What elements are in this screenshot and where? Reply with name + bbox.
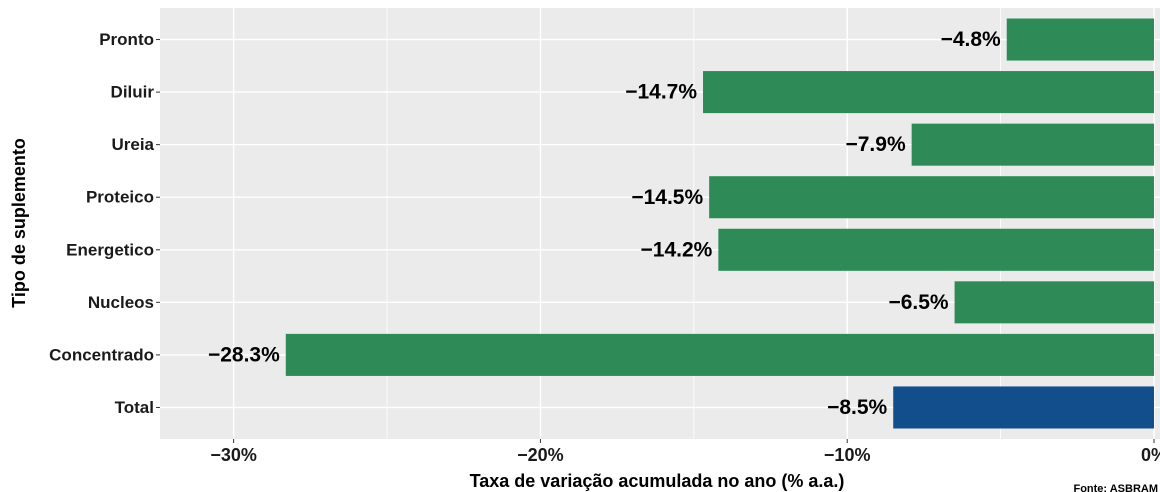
x-tick-label: 0% [1141,445,1160,465]
y-tick-label: Nucleos [88,293,154,312]
bar [1006,18,1154,61]
bar [703,71,1154,114]
x-axis-title: Taxa de variação acumulada no ano (% a.a… [470,471,845,491]
y-tick-label: Diluir [111,83,155,102]
bar [709,176,1154,219]
y-tick-label: Concentrado [49,345,154,364]
y-tick-label: Ureia [111,135,154,154]
bar [954,281,1154,324]
y-tick-label: Energetico [66,240,154,259]
x-tick-label: −20% [517,445,564,465]
value-label: −7.9% [845,133,905,156]
y-tick-label: Total [115,398,154,417]
bar [911,123,1154,166]
y-tick-label: Proteico [86,188,154,207]
x-tick-label: −10% [824,445,871,465]
value-label: −14.5% [631,186,703,209]
y-axis-title: Tipo de suplemento [9,138,29,308]
bar [893,386,1154,429]
y-tick-label: Pronto [99,30,154,49]
value-label: −14.7% [625,81,697,104]
bar [285,333,1154,376]
value-label: −14.2% [641,238,713,261]
bar [718,228,1154,271]
value-label: −4.8% [941,28,1001,51]
x-tick-label: −30% [210,445,257,465]
value-label: −8.5% [827,396,887,419]
value-label: −28.3% [208,343,280,366]
caption: Fonte: ASBRAM [1073,483,1158,492]
value-label: −6.5% [888,291,948,314]
